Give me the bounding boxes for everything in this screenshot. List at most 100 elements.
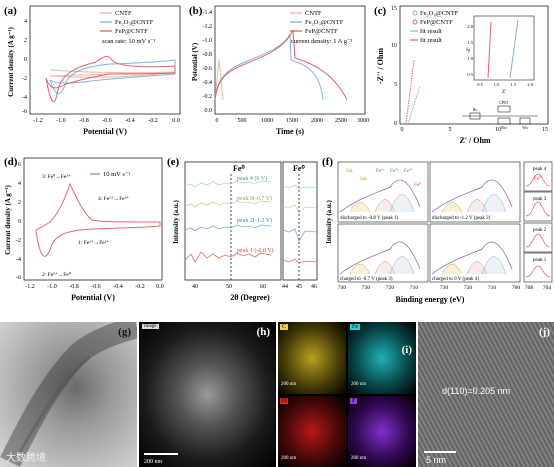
legend-c-2: FeP@CNTF: [420, 19, 453, 26]
ytick-a-5: -4: [22, 95, 27, 101]
xtick-d-6: -0.2: [135, 284, 145, 290]
map-label-o: O: [280, 398, 289, 404]
scalebar-j-bar: [424, 451, 456, 453]
circuit-cpe: CPE1: [499, 100, 508, 105]
panel-e: (e) Fe⁰ Fe⁰ peak 4 (0 V) peak 3(-0.7 V) …: [167, 156, 318, 302]
legend-a-2: Fe₂O₃@CNTF: [115, 19, 154, 26]
gcd-fep: [214, 29, 348, 101]
annot-d-2: 2: Fe²⁺→Fe⁰: [42, 271, 72, 278]
peak-label-1: Sat.: [346, 169, 354, 174]
xlabel-f: Binding energy (eV): [396, 295, 465, 304]
scalebar-i-2: 200 nm: [351, 382, 367, 387]
subpanel-f-2: discharged to -1.2 V (peak 2): [432, 216, 491, 221]
xtick-c-2: 5: [449, 127, 452, 133]
xtick-e-1: 40: [192, 284, 198, 290]
legend-d: 10 mV s⁻¹: [103, 171, 130, 178]
inset-xtick-1: 0.5: [477, 82, 483, 87]
xtick-b-7: 3000: [357, 118, 369, 124]
xlabel-e: 2θ (Degree): [230, 293, 270, 302]
xlabel-c: Z' / Ohm: [459, 136, 490, 145]
side-marker: Fe⁰: [534, 176, 541, 182]
xtick-a-4: -0.6: [102, 118, 112, 124]
xtick-b-4: 1500: [286, 118, 298, 124]
xrd-peak3: [184, 200, 318, 214]
xtick-a-2: -1.0: [56, 118, 66, 124]
trace-e-2: peak 2(-1.2 V): [237, 217, 272, 224]
ytick-b-7: -0.2: [203, 94, 213, 100]
micrograph-i: C Fe O P (i) 200 nm 200 nm 200 nm 200 nm: [278, 322, 416, 467]
micrograph-j: (j) d(110)=0.205 nm 5 nm: [418, 322, 554, 467]
trace-e-1: peak 1 (-0.8 V): [237, 247, 274, 254]
panel-h-label: (h): [256, 326, 270, 338]
xtick-f-2: 730: [362, 285, 371, 291]
ytick-d-2: 4: [18, 181, 21, 187]
xtick-e-4: 44: [282, 284, 288, 290]
inset-xtick-3: 1.5: [510, 82, 516, 87]
inset-c-ticks: 0.5 1.0 1.5 2.0: [477, 82, 533, 87]
annotations-d: 3: Fe⁰→Fe²⁺ 4: Fe²⁺→Fe³⁺ 1: Fe³⁺→Fe²⁺ 2:…: [42, 173, 129, 278]
legend-c-1: Fe₂O₃@CNTF: [420, 10, 459, 17]
side-strip-labels: peak 4 Fe⁰ peak 3 peak 2 peak 1: [533, 167, 547, 263]
ytick-b-2: -1.2: [203, 24, 213, 30]
trace-e-4: peak 4 (0 V): [237, 175, 267, 182]
side-strip-3: [523, 222, 553, 253]
ytick-b-4: -0.8: [203, 52, 213, 58]
panel-f-frame-2: [429, 161, 521, 223]
xtick-a-1: -1.2: [33, 118, 43, 124]
side-label-3: peak 2: [533, 228, 547, 233]
panel-f: (f) Sat. Fe²⁺ Fe³⁺ Fe²⁺ Fe⁰ Sat. dischar…: [322, 156, 553, 304]
legend-c-4: fit result: [420, 37, 442, 44]
legend-a-3: FeP@CNTF: [115, 28, 148, 35]
nyquist-fep: [405, 59, 415, 125]
axis-a-x: -1.2 -1.0 -0.8 -0.6 -0.4 -0.2 0.0 Potent…: [33, 118, 180, 136]
axis-e-x: 40 50 60 44 45 46 2θ (Degree): [192, 284, 317, 302]
ytick-c-4: 15: [391, 6, 397, 12]
panel-i-label: (i): [401, 344, 412, 356]
xrd-peak1: [184, 251, 318, 264]
subpanel-f-1: discharged to -0.8 V (peak 1): [340, 216, 399, 221]
ylabel-d: Current density (A g⁻¹): [4, 185, 12, 255]
axis-d-x: -1.2 -1.0 -0.8 -0.6 -0.4 -0.2 0.0 Potent…: [25, 284, 164, 302]
ylabel-e: Intensity (a.u.): [172, 199, 180, 243]
peak-label-4: Fe²⁺: [404, 168, 413, 174]
ytick-c-3: 10: [391, 43, 397, 49]
map-label-c: C: [280, 324, 289, 330]
ytick-d-3: 2: [18, 200, 21, 206]
xps-fits: [349, 194, 507, 275]
panel-e-frame-main: [184, 161, 282, 281]
peak-label-6: Sat.: [360, 177, 368, 182]
side-label-1: peak 4: [533, 167, 547, 172]
xps-peak-labels: Sat. Fe²⁺ Fe³⁺ Fe²⁺ Fe⁰ Sat.: [346, 168, 421, 188]
xtick-d-1: -1.2: [25, 284, 35, 290]
map-label-fe: Fe: [350, 324, 360, 330]
xtick-d-4: -0.6: [91, 284, 101, 290]
panel-j-label: (j): [539, 326, 550, 338]
panel-b: (b) CNTF Fe₂O₃@CNTF FeP@CNTF current den…: [189, 5, 369, 136]
panel-f-frame-4: [429, 223, 521, 283]
xtick-f-6: 720: [464, 285, 473, 291]
side-strip-1: [523, 161, 553, 192]
ytick-d-6: -4: [16, 257, 21, 263]
xtick-b-1: 0: [216, 118, 219, 124]
ytick-a-4: -2: [22, 76, 27, 82]
ytick-a-1: 4: [24, 19, 27, 25]
cv-fep: [45, 55, 176, 103]
ytick-d-5: -2: [16, 238, 21, 244]
xtick-c-1: 0: [401, 127, 404, 133]
scalebar-i-4: 200 nm: [351, 456, 367, 461]
scalebar-i-1: 200 nm: [281, 382, 297, 387]
panel-c-label: (c): [374, 5, 387, 17]
xtick-b-2: 500: [238, 118, 247, 124]
panel-f-frame-3: [337, 223, 429, 283]
micrograph-g-texture: [0, 322, 137, 467]
note-a: scan rate: 10 mV s⁻¹: [102, 38, 156, 45]
side-xtick-2: 704: [543, 285, 552, 291]
panel-e-frame-zoom: [282, 161, 318, 281]
inset-xlabel: Z': [502, 90, 506, 95]
map-o: [278, 396, 346, 467]
panel-a: (a) CNTF Fe₂O₃@CNTF FeP@CNTF scan rate: …: [4, 5, 181, 136]
micrograph-h: Image (h) 200 nm: [139, 322, 276, 467]
xtick-f-1: 740: [338, 285, 347, 291]
inset-ylabel: -Z'': [467, 47, 472, 54]
gcd-cntf: [214, 59, 224, 101]
